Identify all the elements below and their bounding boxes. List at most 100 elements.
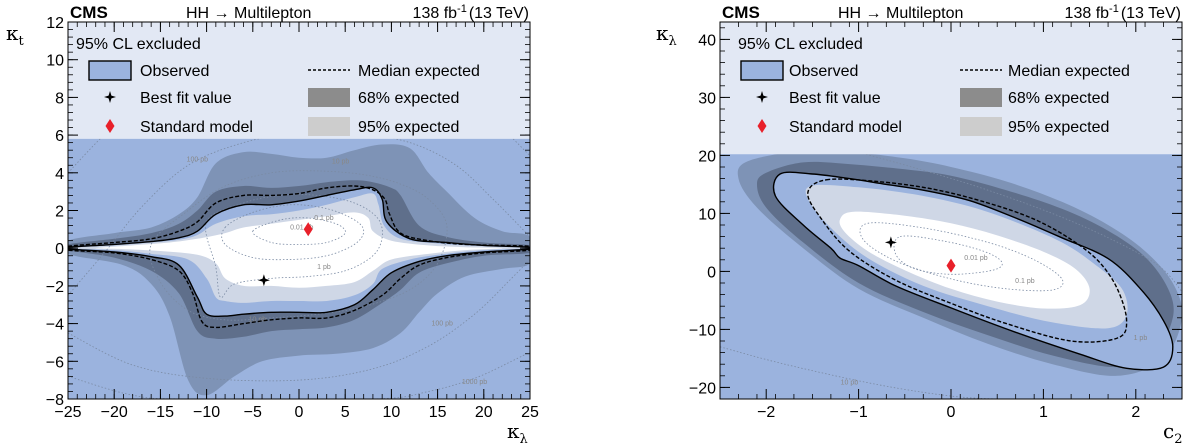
y-tick-label: 2 bbox=[55, 204, 64, 221]
standard-model-marker bbox=[946, 258, 956, 273]
chart-title: HH → Multilepton bbox=[838, 5, 963, 22]
standard-model-marker bbox=[303, 222, 313, 237]
legend-best-fit-swatch bbox=[756, 91, 768, 103]
isoline-label: 10 pb bbox=[332, 158, 350, 165]
y-tick-label: 30 bbox=[698, 90, 716, 107]
contour-regions bbox=[737, 150, 1182, 376]
luminosity-label: 138 fb-1 (13 TeV) bbox=[1065, 3, 1181, 22]
legend-observed: Observed bbox=[140, 63, 209, 80]
isoline-label: 0.1 pb bbox=[1015, 278, 1035, 285]
x-tick-label: −1 bbox=[849, 404, 867, 421]
legend-best-fit: Best fit value bbox=[140, 90, 232, 107]
legend-background bbox=[68, 22, 530, 139]
legend-68-swatch bbox=[960, 88, 1002, 107]
y-tick-label: 12 bbox=[46, 15, 64, 32]
legend-95-swatch bbox=[960, 117, 1002, 136]
x-tick-label: 25 bbox=[521, 404, 539, 421]
isoline bbox=[149, 170, 448, 321]
x-tick-label: −20 bbox=[101, 404, 128, 421]
isoline-label: 0.1 pb bbox=[314, 215, 334, 222]
legend-sm-swatch bbox=[757, 119, 767, 133]
isoline-label: 10 pb bbox=[841, 380, 859, 387]
legend-68-expected: 68% expected bbox=[1008, 90, 1109, 107]
x-axis-label: κλ bbox=[507, 419, 528, 446]
experiment-label: CMS bbox=[722, 3, 760, 22]
left-chart: 0.01 pb0.1 pb 1 pb 10 pb 10 pb 100 pb 100 pb 1… bbox=[6, 3, 539, 446]
plot-area-left: 0.01 pb0.1 pb 1 pb 10 pb 10 pb 100 pb 100 pb 1… bbox=[68, 22, 530, 399]
legend-cl-excluded: 95% CL excluded bbox=[738, 36, 863, 53]
x-tick-label: −10 bbox=[193, 404, 220, 421]
legend-observed-swatch bbox=[88, 60, 132, 81]
y-tick-label: −6 bbox=[46, 354, 64, 371]
isoline-label: 0.01 pb bbox=[964, 255, 987, 262]
isoline bbox=[720, 346, 998, 399]
x-axis-label: c2 bbox=[1163, 419, 1182, 446]
legend-background bbox=[720, 22, 1182, 155]
legend-median-expected: Median expected bbox=[358, 63, 480, 80]
core-region bbox=[95, 212, 503, 288]
isoline-label: 1 pb bbox=[1134, 335, 1148, 342]
chart-title: HH → Multilepton bbox=[186, 5, 311, 22]
legend-95-expected: 95% expected bbox=[358, 119, 459, 136]
median-expected-contour bbox=[807, 178, 1128, 343]
axis-ticks: −25 −20 −15 −10 −5 0 5 10 15 20 25−8−6−4−202468101… bbox=[46, 15, 539, 421]
observed-contour bbox=[68, 186, 530, 318]
x-tick-label: 0 bbox=[295, 404, 304, 421]
isoline-label: 100 pb bbox=[187, 156, 209, 163]
isoline bbox=[893, 235, 1003, 275]
legend-95-swatch bbox=[308, 117, 350, 136]
x-tick-label: 2 bbox=[1131, 404, 1140, 421]
legend-standard-model: Standard model bbox=[140, 119, 253, 136]
isoline-label: 1 pb bbox=[317, 264, 331, 271]
best-fit-marker bbox=[884, 236, 897, 249]
y-tick-label: 8 bbox=[55, 90, 64, 107]
legend-cl-excluded: 95% CL excluded bbox=[76, 36, 201, 53]
y-tick-label: 4 bbox=[55, 166, 64, 183]
x-tick-label: 1 bbox=[1039, 404, 1048, 421]
isoline bbox=[859, 222, 1064, 292]
legend-median-expected: Median expected bbox=[1008, 63, 1130, 80]
median-expected-contour bbox=[68, 185, 530, 329]
core-region bbox=[839, 211, 1090, 309]
x-tick-label: 20 bbox=[475, 404, 493, 421]
x-tick-label: 15 bbox=[429, 404, 447, 421]
best-fit-marker bbox=[257, 274, 270, 287]
isoline-label: 0.01 pb bbox=[290, 224, 313, 231]
x-tick-label: 10 bbox=[383, 404, 401, 421]
y-tick-label: −10 bbox=[689, 322, 716, 339]
y-tick-label: 0 bbox=[55, 241, 64, 258]
y-tick-label: −8 bbox=[46, 392, 64, 409]
y-tick-label: 10 bbox=[698, 206, 716, 223]
experiment-label: CMS bbox=[70, 3, 108, 22]
legend-standard-model: Standard model bbox=[789, 119, 902, 136]
y-tick-label: 0 bbox=[707, 264, 716, 281]
y-tick-label: −4 bbox=[46, 317, 64, 334]
y-tick-label: 10 bbox=[46, 53, 64, 70]
legend-68-expected: 68% expected bbox=[358, 90, 459, 107]
y-tick-label: 20 bbox=[698, 148, 716, 165]
y-axis-label: κt bbox=[6, 21, 25, 49]
isoline-label: 10 pb bbox=[249, 317, 267, 324]
x-tick-label: 5 bbox=[341, 404, 350, 421]
x-tick-label: 0 bbox=[947, 404, 956, 421]
luminosity-label: 138 fb-1 (13 TeV) bbox=[413, 3, 529, 22]
y-tick-label: −2 bbox=[46, 279, 64, 296]
isoline bbox=[68, 131, 530, 296]
x-tick-label: −15 bbox=[147, 404, 174, 421]
legend-sm-swatch bbox=[105, 119, 115, 133]
isoline-label: 100 pb bbox=[432, 320, 454, 327]
isoline bbox=[720, 117, 1182, 292]
y-tick-label: −20 bbox=[689, 380, 716, 397]
y-tick-label: 40 bbox=[698, 32, 716, 49]
legend-best-fit: Best fit value bbox=[789, 90, 881, 107]
legend-68-swatch bbox=[308, 88, 350, 107]
contour-regions bbox=[68, 144, 530, 396]
y-tick-label: 6 bbox=[55, 128, 64, 145]
legend-best-fit-swatch bbox=[104, 91, 116, 103]
legend-observed: Observed bbox=[789, 63, 858, 80]
legend-95-expected: 95% expected bbox=[1008, 119, 1109, 136]
